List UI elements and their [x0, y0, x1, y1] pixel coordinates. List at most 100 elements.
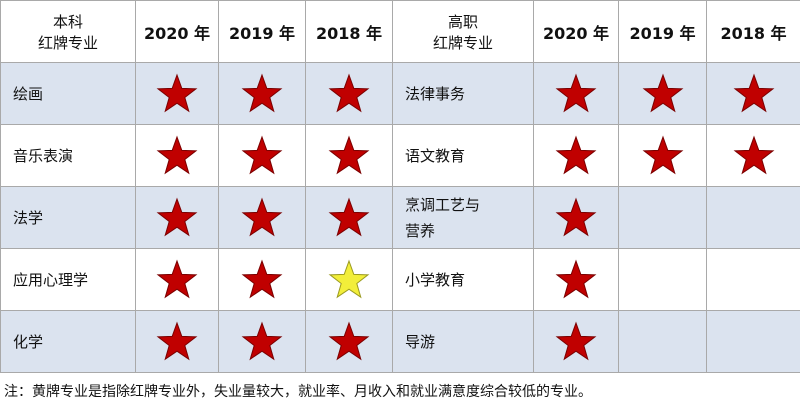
star-icon — [555, 259, 597, 298]
table: 本科 红牌专业 2020 年 2019 年 2018 年高职 红牌专业 2020 年 2019… — [0, 0, 800, 373]
star-cell — [135, 62, 219, 125]
star — [156, 197, 198, 236]
star-icon — [328, 259, 370, 298]
star-cell — [305, 310, 393, 373]
star-icon — [156, 259, 198, 298]
star-cell — [218, 124, 306, 187]
major-name: 音乐表演 — [13, 146, 74, 165]
star-cell — [618, 186, 707, 249]
table-row: 法学 烹调工艺与营养 — [0, 186, 800, 249]
star-cell — [135, 186, 219, 249]
major-name: 法律事务 — [405, 84, 466, 103]
header-line: 高职 — [447, 12, 478, 31]
header-line: 本科 — [52, 12, 83, 31]
star-cell — [305, 186, 393, 249]
star-cell — [218, 310, 306, 373]
star — [156, 259, 198, 298]
star-cell — [218, 62, 306, 125]
major-name: 绘画 — [13, 84, 44, 103]
major-name: 应用心理学 — [13, 270, 89, 289]
star-icon — [555, 321, 597, 360]
star — [328, 73, 370, 112]
star — [328, 135, 370, 174]
star-cell — [135, 124, 219, 187]
star-cell — [706, 186, 800, 249]
major-cell: 化学 — [0, 310, 136, 373]
star-icon — [328, 197, 370, 236]
star-icon — [241, 321, 283, 360]
star-cell — [305, 124, 393, 187]
star-cell — [135, 310, 219, 373]
star-cell — [618, 124, 707, 187]
major-cell: 小学教育 — [392, 248, 534, 311]
star — [156, 321, 198, 360]
star — [241, 73, 283, 112]
star — [555, 321, 597, 360]
star-icon — [156, 197, 198, 236]
footnote: 注：黄牌专业是指除红牌专业外，失业量较大，就业率、月收入和就业满意度综合较低的专… — [4, 384, 592, 400]
major-name: 导游 — [405, 332, 436, 351]
star — [642, 73, 683, 112]
major-cell: 语文教育 — [392, 124, 534, 187]
major-name: 化学 — [13, 332, 44, 351]
star — [241, 135, 283, 174]
table-row: 绘画 法律事务 — [0, 62, 800, 125]
star-cell — [305, 62, 393, 125]
column-header: 本科 红牌专业 — [0, 0, 136, 63]
table-row: 音乐表演 语文教育 — [0, 124, 800, 187]
column-header: 2019 年 — [618, 0, 707, 63]
column-header: 2018 年 — [706, 0, 800, 63]
star-icon — [555, 135, 597, 174]
major-cell: 导游 — [392, 310, 534, 373]
star-icon — [241, 73, 283, 112]
star — [733, 73, 774, 112]
major-cell: 音乐表演 — [0, 124, 136, 187]
star — [328, 321, 370, 360]
header-line: 红牌专业 — [432, 33, 493, 52]
star-icon — [241, 135, 283, 174]
star-cell — [618, 248, 707, 311]
major-name: 法学 — [13, 208, 44, 227]
column-header: 2020 年 — [135, 0, 219, 63]
star — [156, 73, 198, 112]
star-cell — [618, 310, 707, 373]
star — [733, 135, 774, 174]
star-cell — [618, 62, 707, 125]
star-icon — [156, 321, 198, 360]
star-cell — [305, 248, 393, 311]
star — [241, 321, 283, 360]
star-cell — [706, 310, 800, 373]
star-icon — [328, 321, 370, 360]
major-cell: 法学 — [0, 186, 136, 249]
major-cell: 法律事务 — [392, 62, 534, 125]
star-icon — [733, 135, 774, 174]
major-cell: 烹调工艺与营养 — [392, 186, 534, 249]
table-body: 绘画 法律事务音乐表演 语文教育法学 烹调工艺与营养应用心理学 小学教育化学 导游 — [0, 62, 800, 373]
column-header: 2019 年 — [218, 0, 306, 63]
header-row: 本科 红牌专业 2020 年 2019 年 2018 年高职 红牌专业 2020 年 2019… — [0, 0, 800, 63]
star-cell — [533, 248, 619, 311]
star — [328, 197, 370, 236]
star-cell — [533, 62, 619, 125]
star-icon — [241, 259, 283, 298]
star-cell — [706, 248, 800, 311]
star-cell — [706, 124, 800, 187]
column-header: 2020 年 — [533, 0, 619, 63]
star-cell — [706, 62, 800, 125]
star-cell — [135, 248, 219, 311]
column-header: 高职 红牌专业 — [392, 0, 534, 63]
star — [642, 135, 683, 174]
star — [241, 197, 283, 236]
star — [328, 259, 370, 298]
star-cell — [533, 186, 619, 249]
star — [241, 259, 283, 298]
major-cell: 应用心理学 — [0, 248, 136, 311]
star-icon — [328, 73, 370, 112]
star — [555, 197, 597, 236]
table-row: 应用心理学 小学教育 — [0, 248, 800, 311]
star-icon — [241, 197, 283, 236]
star-icon — [642, 135, 683, 174]
star — [156, 135, 198, 174]
table-row: 化学 导游 — [0, 310, 800, 373]
